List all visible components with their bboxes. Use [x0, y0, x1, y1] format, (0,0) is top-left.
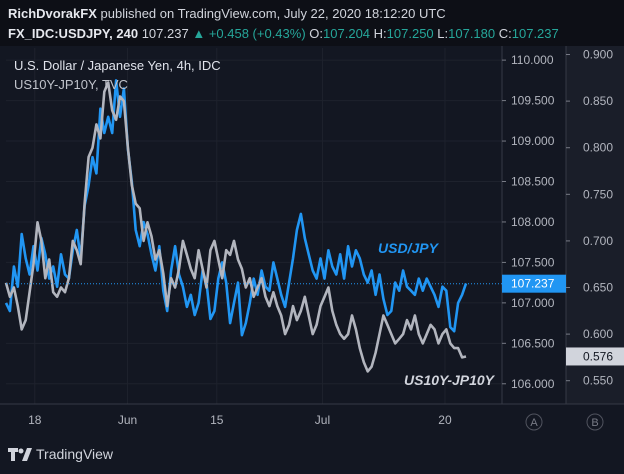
symbol-name[interactable]: FX_IDC:USDJPY, 240 — [8, 26, 139, 41]
usdjpy-axis-tick-label: 109.500 — [511, 94, 555, 108]
open-value: 107.204 — [323, 26, 371, 41]
usdjpy-axis-tick-label: 108.500 — [511, 175, 555, 189]
last-spread-badge — [566, 347, 624, 366]
x-axis-tick-label: 20 — [438, 413, 452, 427]
spread-axis-panel — [566, 46, 624, 404]
x-axis-tick-label: Jun — [118, 413, 137, 427]
x-axis-tick-label: 18 — [28, 413, 42, 427]
open-label: O: — [309, 26, 324, 41]
usdjpy-axis-tick-label: 109.000 — [511, 134, 555, 148]
overlay-series-legend[interactable]: US10Y-JP10Y, TVC — [14, 77, 128, 92]
change-arrow-icon: ▲ — [192, 26, 206, 41]
last-price: 107.237 — [141, 26, 189, 41]
low-label: L: — [437, 26, 449, 41]
spread-axis-tick-label: 0.900 — [583, 48, 613, 62]
x-axis-tick-label: 15 — [210, 413, 224, 427]
usdjpy-axis-tick-label: 107.500 — [511, 255, 555, 269]
chart-ticks: 110.000 109.500 109.000 108.500 108.000 107.5… — [28, 48, 624, 431]
axis-badge-label: A — [530, 417, 538, 429]
usdjpy-axis-tick-label: 106.500 — [511, 336, 555, 350]
series-line-spread — [4, 81, 467, 373]
price-chart[interactable]: 110.000 109.500 109.000 108.500 108.000 107.5… — [0, 46, 624, 436]
symbol-info: FX_IDC:USDJPY, 240 107.237 ▲ +0.458 (+0.… — [8, 26, 559, 41]
chart-series — [4, 79, 502, 373]
series-line-usdjpy — [4, 79, 468, 337]
usdjpy-axis-tick-label: 110.000 — [511, 53, 554, 67]
usdjpy-axis-tick-label: 107.000 — [511, 296, 555, 310]
chart-axes — [0, 46, 624, 405]
x-axis-tick-label: Jul — [315, 413, 330, 427]
spread-axis-tick-label: 0.800 — [583, 141, 613, 155]
footer-bar — [0, 436, 624, 474]
spread-axis-tick-label: 0.750 — [583, 187, 613, 201]
published-text: published on TradingView.com, July 22, 2… — [100, 6, 446, 21]
spread-axis-tick-label: 0.850 — [583, 94, 613, 108]
price-change: +0.458 (+0.43%) — [208, 26, 306, 41]
chart-grid — [6, 48, 502, 404]
axis-badge-label: B — [591, 417, 598, 429]
close-value: 107.237 — [511, 26, 559, 41]
spread-axis-tick-label: 0.650 — [583, 281, 613, 295]
axis-badge-a[interactable] — [525, 413, 543, 431]
publish-info: RichDvorakFX published on TradingView.co… — [8, 6, 446, 21]
usdjpy-axis-tick-label: 108.000 — [511, 215, 555, 229]
spread-axis-tick-label: 0.700 — [583, 234, 613, 248]
tradingview-brand[interactable]: TradingView — [36, 446, 114, 462]
high-value: 107.250 — [386, 26, 434, 41]
spread-axis-tick-label: 0.550 — [583, 374, 613, 388]
axis-badge-b[interactable] — [586, 413, 604, 431]
last-price-badge — [502, 274, 566, 293]
last-price-badge-label: 107.237 — [511, 277, 555, 291]
last-spread-badge-label: 0.576 — [583, 349, 613, 363]
series-label-usdjpy: USD/JPY — [378, 240, 438, 256]
usdjpy-axis-panel — [502, 46, 566, 404]
main-series-legend[interactable]: U.S. Dollar / Japanese Yen, 4h, IDC — [14, 58, 221, 73]
series-label-spread: US10Y-JP10Y — [404, 372, 495, 388]
tradingview-logo-icon[interactable] — [8, 446, 32, 464]
usdjpy-axis-tick-label: 106.000 — [511, 377, 555, 391]
spread-axis-tick-label: 0.600 — [583, 327, 613, 341]
high-label: H: — [373, 26, 387, 41]
close-label: C: — [498, 26, 512, 41]
author-name[interactable]: RichDvorakFX — [8, 6, 97, 21]
low-value: 107.180 — [448, 26, 496, 41]
chart-header: RichDvorakFX published on TradingView.co… — [0, 0, 624, 46]
